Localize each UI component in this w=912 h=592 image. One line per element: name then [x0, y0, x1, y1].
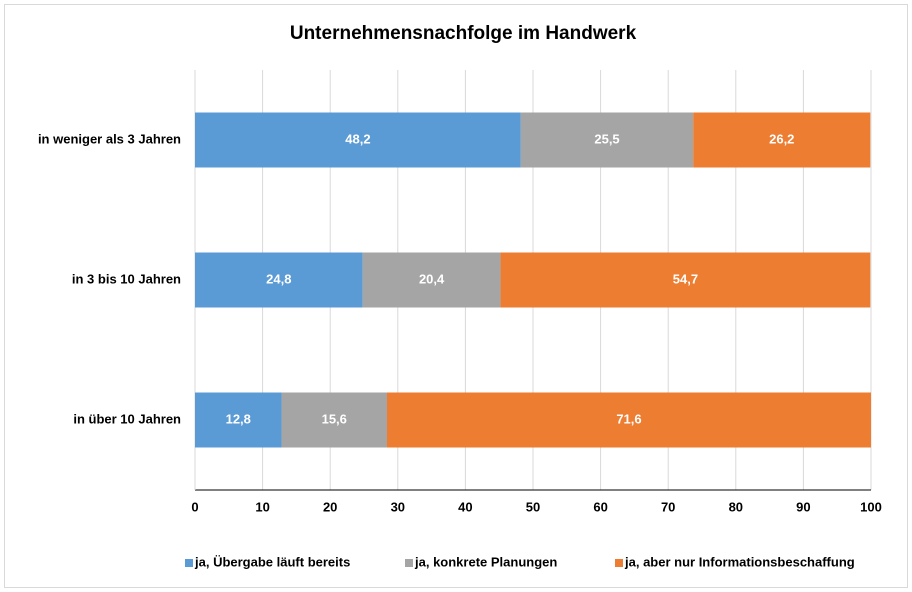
- data-label: 24,8: [266, 271, 291, 286]
- y-tick-label: in über 10 Jahren: [73, 411, 181, 426]
- bar-segment: [281, 392, 387, 448]
- legend-label: ja, aber nur Informationsbeschaffung: [624, 554, 855, 569]
- legend-label: ja, konkrete Planungen: [414, 554, 557, 569]
- bar-segment: [693, 112, 871, 168]
- x-tick-label: 70: [661, 499, 675, 514]
- bar-segment: [195, 112, 521, 168]
- bar-segment: [195, 252, 363, 308]
- x-tick-label: 10: [255, 499, 269, 514]
- bar-segment: [195, 392, 282, 448]
- x-tick-label: 80: [729, 499, 743, 514]
- x-tick-label: 30: [391, 499, 405, 514]
- data-label: 20,4: [419, 271, 445, 286]
- x-tick-label: 20: [323, 499, 337, 514]
- bar-segment: [386, 392, 871, 448]
- x-tick-label: 60: [593, 499, 607, 514]
- legend-swatch: [405, 559, 413, 567]
- data-label: 71,6: [616, 411, 641, 426]
- x-tick-label: 50: [526, 499, 540, 514]
- data-label: 54,7: [673, 271, 698, 286]
- data-label: 26,2: [769, 131, 794, 146]
- x-tick-label: 0: [191, 499, 198, 514]
- legend-swatch: [185, 559, 193, 567]
- data-label: 25,5: [594, 131, 619, 146]
- legend-label: ja, Übergabe läuft bereits: [194, 554, 350, 569]
- chart-title: Unternehmensnachfolge im Handwerk: [290, 23, 637, 44]
- data-label: 48,2: [345, 131, 370, 146]
- y-tick-label: in 3 bis 10 Jahren: [72, 271, 181, 286]
- x-tick-label: 100: [860, 499, 882, 514]
- bar-segment: [520, 112, 694, 168]
- data-label: 12,8: [226, 411, 251, 426]
- x-tick-label: 40: [458, 499, 472, 514]
- legend-swatch: [615, 559, 623, 567]
- bar-segment: [500, 252, 871, 308]
- bar-segment: [362, 252, 501, 308]
- y-tick-label: in weniger als 3 Jahren: [38, 131, 181, 146]
- x-tick-label: 90: [796, 499, 810, 514]
- data-label: 15,6: [322, 411, 347, 426]
